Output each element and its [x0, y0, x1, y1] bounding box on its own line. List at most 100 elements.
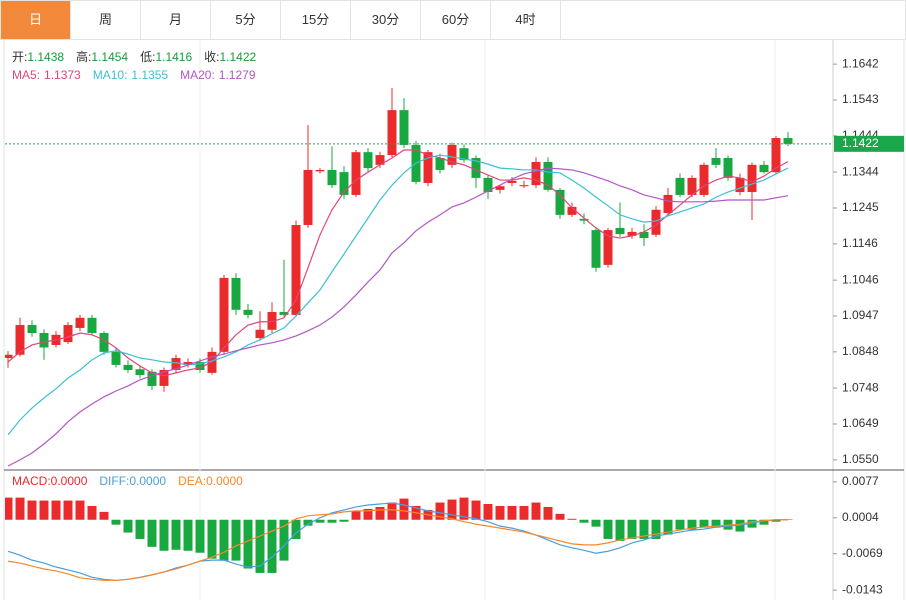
- macd-bar: [39, 500, 49, 520]
- macd-bar: [615, 519, 625, 541]
- macd-bar: [219, 519, 229, 561]
- macd-bar: [123, 519, 133, 533]
- candle-body: [471, 157, 481, 178]
- macd-bar: [255, 519, 265, 573]
- y-tick-label: 1.0550: [842, 452, 879, 466]
- candle-body: [243, 309, 253, 315]
- candle-body: [399, 110, 409, 145]
- y-tick-label: 1.0947: [842, 308, 879, 322]
- candle-body: [771, 138, 781, 173]
- macd-bar: [231, 519, 241, 561]
- candle-body: [183, 362, 193, 365]
- last-price-box: [834, 135, 904, 152]
- candle-body: [435, 157, 445, 170]
- candle-body: [447, 144, 457, 165]
- y-tick-label: 0.0004: [842, 510, 879, 524]
- candle-body: [627, 231, 637, 236]
- candle-body: [75, 317, 85, 328]
- candle-body: [723, 157, 733, 178]
- period-tab[interactable]: 月: [141, 1, 211, 39]
- candle-body: [375, 155, 385, 165]
- candle-body: [519, 185, 529, 187]
- period-tab[interactable]: 30分: [351, 1, 421, 39]
- period-tab[interactable]: 60分: [421, 1, 491, 39]
- candle-body: [615, 227, 625, 235]
- header-value: 0.0000: [206, 474, 243, 488]
- y-tick-label: 0.0077: [842, 474, 879, 488]
- period-tab[interactable]: 5分: [211, 1, 281, 39]
- macd-bar: [711, 519, 721, 528]
- header-label: 收:: [204, 50, 219, 64]
- macd-bar: [471, 500, 481, 520]
- macd-bar: [771, 519, 781, 522]
- macd-bar: [291, 519, 301, 539]
- y-tick-label: 1.1146: [842, 236, 878, 250]
- candle-body: [195, 362, 205, 370]
- header-label: 高:: [76, 49, 91, 64]
- candle-body: [267, 311, 277, 330]
- header-value: 1.1416: [155, 50, 192, 64]
- macd-bar: [207, 519, 217, 559]
- period-tab[interactable]: 日: [1, 1, 71, 39]
- candle-body: [579, 218, 589, 221]
- macd-bar: [111, 519, 121, 525]
- header-value: 1.1355: [131, 68, 168, 82]
- macd-bar: [159, 519, 169, 551]
- macd-bar: [363, 508, 373, 520]
- header-line: MACD:0.0000 DIFF:0.0000 DEA:0.0000: [12, 474, 243, 488]
- candle-body: [675, 177, 685, 195]
- header-label: MACD:: [12, 474, 51, 488]
- y-tick-label: -0.0143: [842, 582, 883, 596]
- candle-body: [687, 177, 697, 195]
- header-line: 开:1.1438 高:1.1454 低:1.1416 收:1.1422: [12, 49, 257, 64]
- candle-body: [747, 164, 757, 193]
- candle-body: [603, 230, 613, 265]
- candle-body: [555, 189, 565, 215]
- candle-body: [171, 358, 181, 370]
- y-tick-label: 1.1344: [842, 164, 879, 178]
- y-tick-label: 1.0748: [842, 380, 879, 394]
- macd-bar: [315, 519, 325, 523]
- candle-body: [387, 110, 397, 156]
- candle-body: [111, 351, 121, 365]
- macd-bar: [243, 519, 253, 569]
- indicator-line: [7, 167, 789, 467]
- y-tick-label: 1.0848: [842, 344, 879, 358]
- macd-bar: [375, 506, 385, 520]
- macd-bar: [171, 519, 181, 550]
- macd-bar: [483, 504, 493, 520]
- macd-bar: [447, 499, 457, 520]
- macd-bar: [627, 519, 637, 539]
- period-tab[interactable]: 4时: [491, 1, 561, 39]
- candle-body: [759, 164, 769, 173]
- candle-body: [231, 277, 241, 310]
- header-label: DEA:: [178, 474, 206, 488]
- macd-bar: [63, 500, 73, 520]
- header-label: 低:: [140, 50, 155, 64]
- header-label: DIFF:: [99, 474, 129, 488]
- macd-bar: [675, 519, 685, 530]
- candle-body: [63, 325, 73, 343]
- macd-bar: [663, 519, 673, 535]
- candle-body: [735, 177, 745, 193]
- candle-body: [135, 369, 145, 376]
- y-tick-label: 1.1543: [842, 92, 879, 106]
- y-tick-label: 1.1642: [842, 56, 879, 70]
- candle-body: [15, 325, 25, 355]
- macd-bar: [495, 505, 505, 520]
- period-tab[interactable]: 15分: [281, 1, 351, 39]
- candle-body: [651, 209, 661, 235]
- plot: [5, 497, 793, 581]
- header-value: 1.1454: [91, 50, 128, 64]
- macd-bar: [339, 519, 349, 522]
- candle-body: [339, 172, 349, 195]
- candle-body: [783, 138, 793, 144]
- indicator-line: [7, 149, 789, 377]
- macd-bar: [303, 519, 313, 526]
- candle-body: [279, 311, 289, 315]
- macd-bar: [699, 519, 709, 528]
- period-tab[interactable]: 周: [71, 1, 141, 39]
- candle-body: [543, 161, 553, 190]
- header-label: MA20:: [180, 68, 215, 82]
